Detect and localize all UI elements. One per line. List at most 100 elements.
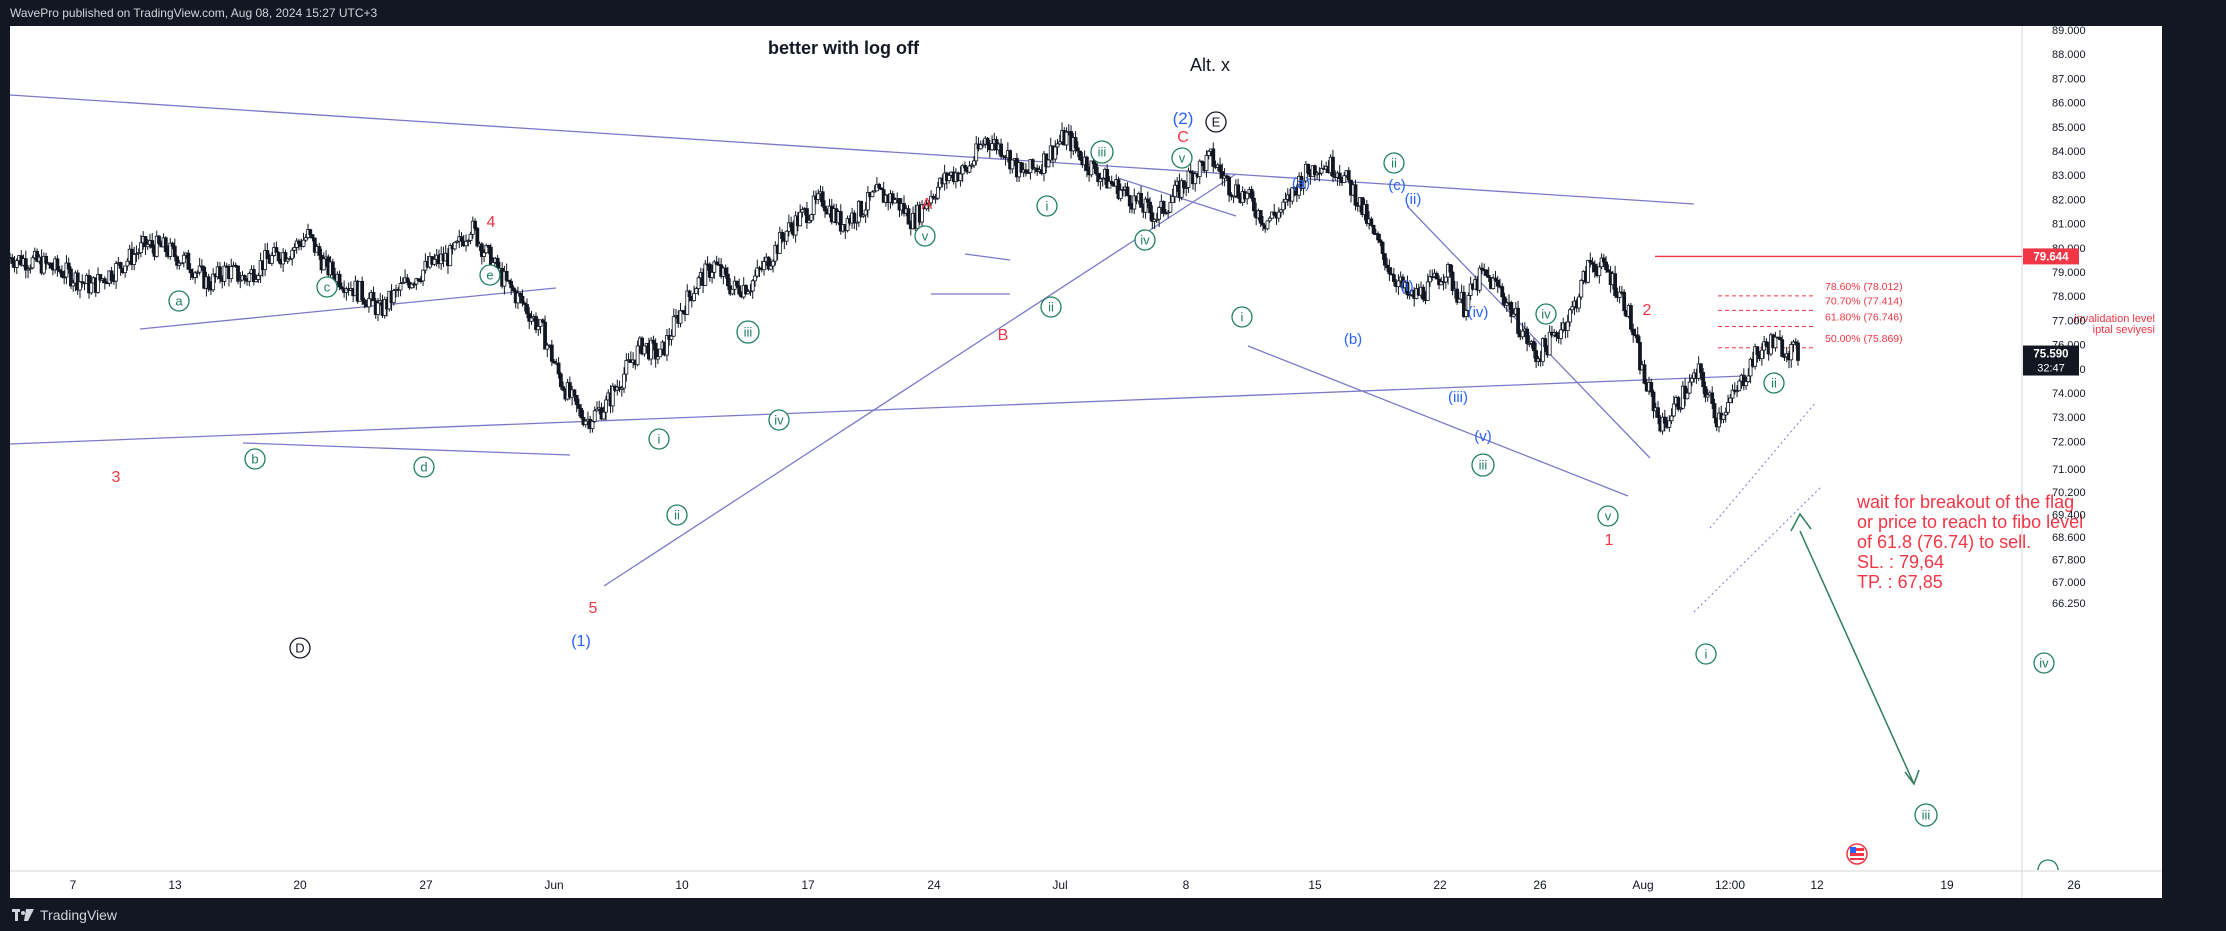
candle-body[interactable] xyxy=(317,246,322,256)
candle-body[interactable] xyxy=(1342,175,1347,184)
candle-body[interactable] xyxy=(464,240,468,247)
candle-body[interactable] xyxy=(1710,392,1715,404)
candle-body[interactable] xyxy=(1685,392,1690,400)
candle-body[interactable] xyxy=(543,321,547,350)
candle-body[interactable] xyxy=(414,278,419,285)
candle-body[interactable] xyxy=(1369,218,1374,226)
candle-body[interactable] xyxy=(1154,218,1159,221)
candle-body[interactable] xyxy=(958,173,963,182)
candle-body[interactable] xyxy=(276,251,281,262)
candle-body[interactable] xyxy=(974,143,979,162)
candle-body[interactable] xyxy=(1559,329,1563,339)
candle-body[interactable] xyxy=(642,345,647,355)
candle-body[interactable] xyxy=(678,310,683,324)
candle-body[interactable] xyxy=(416,278,421,282)
candle-body[interactable] xyxy=(1543,338,1548,348)
candle-body[interactable] xyxy=(536,326,541,331)
candle-body[interactable] xyxy=(985,137,990,146)
candle-body[interactable] xyxy=(1107,180,1112,189)
candle-body[interactable] xyxy=(1520,330,1525,338)
candle-body[interactable] xyxy=(1290,187,1295,202)
candle-body[interactable] xyxy=(1091,160,1096,164)
candle-body[interactable] xyxy=(744,285,748,295)
candle-body[interactable] xyxy=(44,255,49,264)
candle-body[interactable] xyxy=(852,212,857,224)
candle-body[interactable] xyxy=(1132,195,1137,210)
candle-body[interactable] xyxy=(1055,143,1060,148)
candle-body[interactable] xyxy=(1737,380,1742,392)
trendline[interactable] xyxy=(9,94,1695,205)
candle-body[interactable] xyxy=(509,280,514,289)
candle-body[interactable] xyxy=(301,239,306,247)
candle-body[interactable] xyxy=(861,214,866,217)
event-flag[interactable] xyxy=(1846,843,2059,871)
candle-body[interactable] xyxy=(421,269,426,282)
candle-body[interactable] xyxy=(312,237,317,253)
candle-body[interactable] xyxy=(154,235,159,257)
candle-body[interactable] xyxy=(1312,165,1317,176)
candle-body[interactable] xyxy=(1376,233,1380,241)
trendline[interactable] xyxy=(1247,345,1629,497)
candle-body[interactable] xyxy=(656,356,660,360)
candle-body[interactable] xyxy=(518,292,523,297)
candle-body[interactable] xyxy=(1231,195,1236,198)
candle-body[interactable] xyxy=(1261,222,1265,226)
candle-body[interactable] xyxy=(1660,416,1665,432)
candle-body[interactable] xyxy=(132,254,137,265)
candle-body[interactable] xyxy=(1279,209,1283,213)
candle-body[interactable] xyxy=(1477,267,1482,291)
candle-body[interactable] xyxy=(1631,328,1636,336)
candle-body[interactable] xyxy=(292,247,297,251)
candle-body[interactable] xyxy=(583,420,588,426)
candle-body[interactable] xyxy=(247,273,252,282)
candle-body[interactable] xyxy=(452,241,457,250)
candle-body[interactable] xyxy=(658,348,663,358)
candle-body[interactable] xyxy=(41,255,46,274)
candle-body[interactable] xyxy=(229,266,234,279)
candle-body[interactable] xyxy=(236,265,240,282)
candle-body[interactable] xyxy=(890,193,895,204)
candle-body[interactable] xyxy=(685,290,690,315)
candle-body[interactable] xyxy=(789,222,794,228)
candle-body[interactable] xyxy=(455,240,459,243)
candle-body[interactable] xyxy=(723,267,728,275)
candle-body[interactable] xyxy=(558,373,563,388)
candle-body[interactable] xyxy=(838,211,843,232)
candle-body[interactable] xyxy=(653,342,658,360)
candle-body[interactable] xyxy=(294,240,299,248)
candle-body[interactable] xyxy=(1391,274,1396,282)
candle-body[interactable] xyxy=(218,266,222,280)
candle-body[interactable] xyxy=(1193,173,1198,185)
candle-body[interactable] xyxy=(1170,196,1175,203)
candle-body[interactable] xyxy=(601,411,606,420)
candle-body[interactable] xyxy=(1439,281,1444,286)
candle-body[interactable] xyxy=(1748,358,1753,377)
candle-body[interactable] xyxy=(484,245,489,254)
candle-body[interactable] xyxy=(746,291,751,295)
candle-body[interactable] xyxy=(371,292,376,302)
candle-body[interactable] xyxy=(1554,332,1559,337)
candle-body[interactable] xyxy=(1127,195,1132,207)
candle-body[interactable] xyxy=(14,260,19,268)
candle-body[interactable] xyxy=(283,252,288,262)
candle-body[interactable] xyxy=(1179,180,1184,198)
candle-body[interactable] xyxy=(1125,186,1130,196)
candle-body[interactable] xyxy=(1656,407,1660,418)
candle-body[interactable] xyxy=(170,242,175,247)
candle-body[interactable] xyxy=(906,208,911,225)
candle-body[interactable] xyxy=(1712,403,1717,419)
candle-body[interactable] xyxy=(595,408,599,412)
candle-body[interactable] xyxy=(990,143,994,151)
candle-body[interactable] xyxy=(1726,402,1730,413)
candle-body[interactable] xyxy=(579,408,584,418)
candle-body[interactable] xyxy=(1019,162,1024,173)
candle-body[interactable] xyxy=(1443,276,1448,283)
candle-body[interactable] xyxy=(624,360,629,375)
candle-body[interactable] xyxy=(1405,281,1410,296)
candle-body[interactable] xyxy=(1796,342,1800,361)
candle-body[interactable] xyxy=(1701,372,1706,387)
candle-body[interactable] xyxy=(398,283,403,291)
candle-body[interactable] xyxy=(755,267,760,277)
candle-body[interactable] xyxy=(1516,307,1520,334)
candle-body[interactable] xyxy=(1606,269,1611,273)
